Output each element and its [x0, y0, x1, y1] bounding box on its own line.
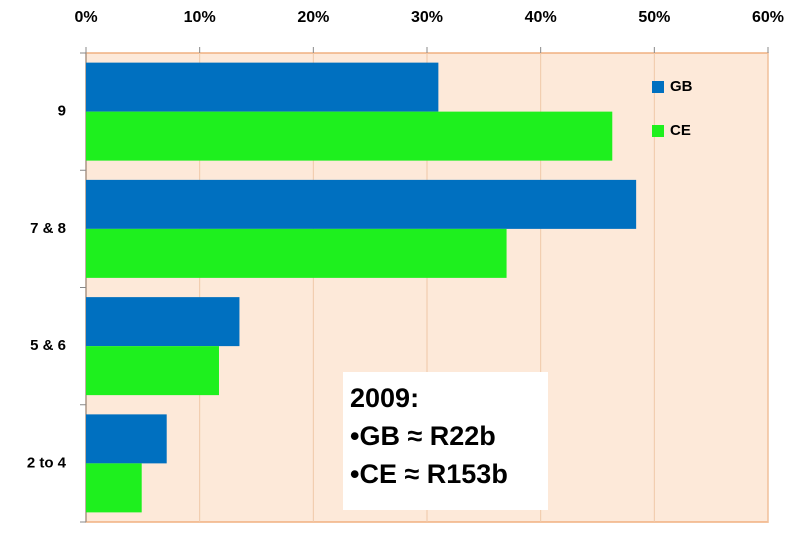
- annotation-text: •GB ≈ R22b: [350, 421, 496, 451]
- legend-swatch: [652, 125, 664, 137]
- x-tick-label: 0%: [74, 9, 97, 26]
- bar: [86, 346, 219, 396]
- legend-label: CE: [670, 122, 691, 139]
- bar: [86, 297, 240, 347]
- bar: [86, 111, 613, 161]
- x-tick-label: 60%: [752, 9, 784, 26]
- legend-label: GB: [670, 78, 693, 95]
- bar: [86, 62, 439, 112]
- bar: [86, 179, 637, 229]
- x-tick-label: 30%: [411, 9, 443, 26]
- annotation-text: 2009:: [350, 383, 419, 413]
- y-tick-label: 2 to 4: [27, 454, 67, 471]
- bar: [86, 414, 167, 464]
- x-tick-label: 50%: [638, 9, 670, 26]
- y-tick-label: 9: [58, 103, 66, 120]
- y-tick-label: 5 & 6: [30, 337, 66, 354]
- legend-swatch: [652, 81, 664, 93]
- x-tick-label: 10%: [184, 9, 216, 26]
- y-tick-label: 7 & 8: [30, 220, 66, 237]
- x-tick-label: 40%: [525, 9, 557, 26]
- annotation-text: •CE ≈ R153b: [350, 459, 508, 489]
- x-tick-label: 20%: [297, 9, 329, 26]
- bar: [86, 228, 507, 278]
- annotation-box: [343, 372, 548, 510]
- bar: [86, 463, 142, 513]
